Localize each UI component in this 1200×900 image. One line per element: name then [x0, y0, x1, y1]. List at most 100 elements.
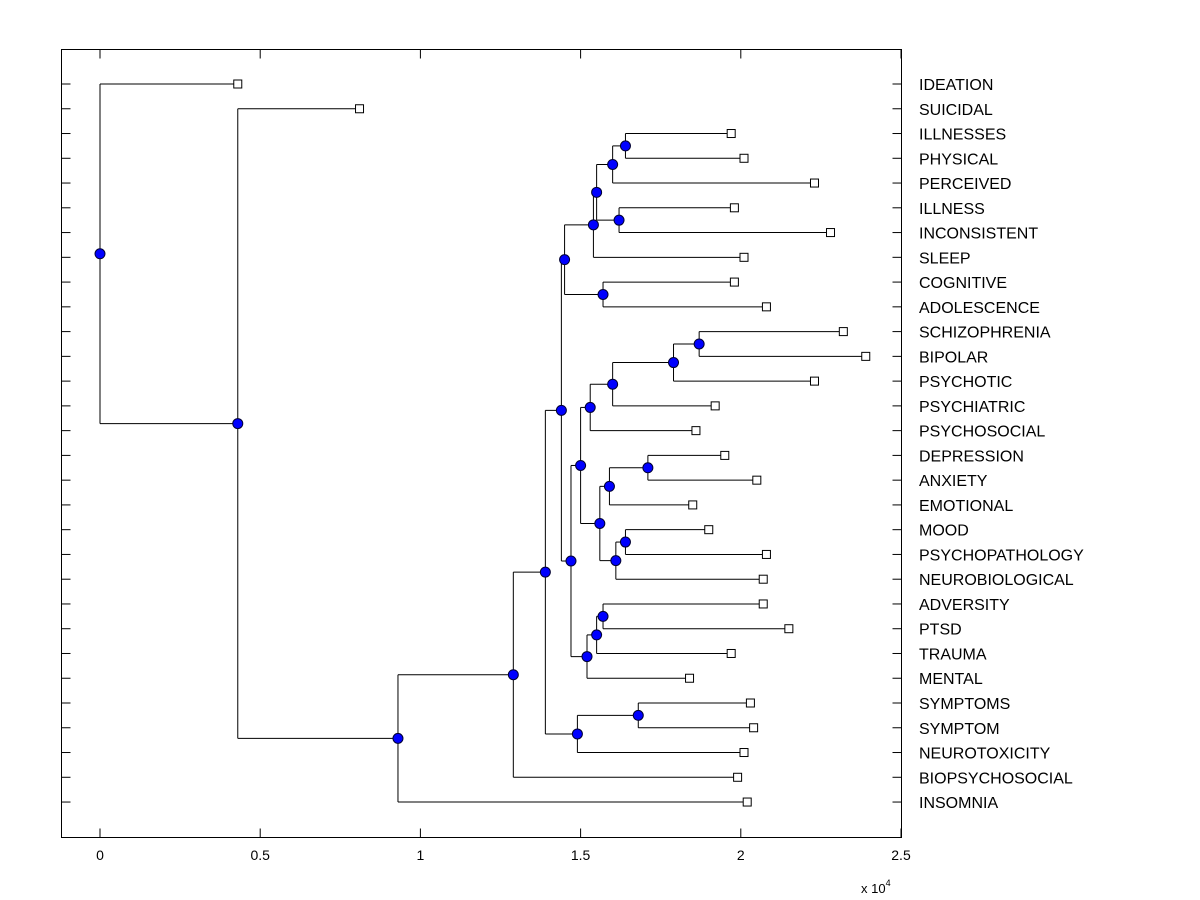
- leaf-label: ADVERSITY: [919, 597, 1010, 614]
- cluster-node-marker: [565, 555, 577, 567]
- leaf-marker: [733, 772, 743, 782]
- leaf-markers: [233, 79, 871, 807]
- leaf-label: BIPOLAR: [919, 349, 988, 366]
- leaf-label: EMOTIONAL: [919, 498, 1013, 515]
- leaf-label: BIOPSYCHOSOCIAL: [919, 770, 1073, 787]
- cluster-node-marker: [619, 140, 631, 152]
- cluster-node-marker: [507, 669, 519, 681]
- cluster-node-marker: [619, 536, 631, 548]
- leaf-marker: [739, 153, 749, 163]
- x-ticks: 0 0.5 1 1.5 2 2.5: [96, 49, 911, 863]
- leaf-label: SCHIZOPHRENIA: [919, 325, 1051, 342]
- leaf-label: SYMPTOM: [919, 721, 1000, 738]
- leaf-marker: [739, 252, 749, 262]
- leaf-label: SUICIDAL: [919, 102, 993, 119]
- leaf-marker: [742, 797, 752, 807]
- leaf-label: NEUROBIOLOGICAL: [919, 572, 1074, 589]
- leaf-marker: [233, 79, 243, 89]
- dendrogram-links: [99, 83, 866, 803]
- leaf-label: TRAUMA: [919, 646, 987, 663]
- leaf-marker: [704, 525, 714, 535]
- leaf-label: SYMPTOMS: [919, 696, 1010, 713]
- cluster-node-marker: [392, 732, 404, 744]
- cluster-node-marker: [632, 709, 644, 721]
- leaf-marker: [761, 302, 771, 312]
- leaf-marker: [739, 748, 749, 758]
- x-tick-label: 2.5: [891, 847, 911, 863]
- leaf-marker: [861, 351, 871, 361]
- leaf-marker: [729, 203, 739, 213]
- leaf-marker: [809, 376, 819, 386]
- leaf-marker: [826, 228, 836, 238]
- leaf-marker: [688, 500, 698, 510]
- cluster-node-marker: [603, 480, 615, 492]
- cluster-node-marker: [575, 459, 587, 471]
- leaf-marker: [685, 673, 695, 683]
- leaf-label: MOOD: [919, 523, 969, 540]
- x-tick-label: 0: [96, 847, 104, 863]
- leaf-label: PSYCHOSOCIAL: [919, 424, 1045, 441]
- leaf-marker: [691, 426, 701, 436]
- leaf-marker: [355, 104, 365, 114]
- cluster-node-marker: [591, 186, 603, 198]
- cluster-node-marker: [587, 219, 599, 231]
- leaf-label: ILLNESSES: [919, 127, 1006, 144]
- leaf-label: ADOLESCENCE: [919, 300, 1040, 317]
- leaf-label: PSYCHOTIC: [919, 374, 1012, 391]
- x-scale-label: x 104: [861, 878, 891, 896]
- cluster-node-marker: [555, 404, 567, 416]
- y-ticks: [61, 83, 902, 803]
- cluster-node-marker: [232, 418, 244, 430]
- leaf-label: PSYCHOPATHOLOGY: [919, 547, 1084, 564]
- leaf-marker: [720, 450, 730, 460]
- leaf-label: ANXIETY: [919, 473, 988, 490]
- axes-frame: [61, 49, 902, 838]
- leaf-marker: [758, 599, 768, 609]
- cluster-node-marker: [668, 357, 680, 369]
- cluster-node-marker: [594, 517, 606, 529]
- cluster-node-marker: [539, 566, 551, 578]
- cluster-node-marker: [94, 248, 106, 260]
- leaf-marker: [726, 648, 736, 658]
- cluster-node-marker: [591, 629, 603, 641]
- leaf-marker: [758, 574, 768, 584]
- leaf-marker: [745, 698, 755, 708]
- leaf-label: ILLNESS: [919, 201, 985, 218]
- leaf-label: PHYSICAL: [919, 151, 998, 168]
- leaf-marker: [726, 129, 736, 139]
- leaf-label: MENTAL: [919, 671, 983, 688]
- leaf-label: NEUROTOXICITY: [919, 746, 1051, 763]
- leaf-label: PERCEIVED: [919, 176, 1011, 193]
- leaf-marker: [761, 549, 771, 559]
- leaf-marker: [729, 277, 739, 287]
- leaf-label: PSYCHIATRIC: [919, 399, 1025, 416]
- x-tick-label: 0.5: [250, 847, 270, 863]
- cluster-node-marker: [571, 728, 583, 740]
- cluster-node-marker: [613, 214, 625, 226]
- leaf-marker: [752, 475, 762, 485]
- x-tick-label: 1: [417, 847, 425, 863]
- x-tick-label: 2: [737, 847, 745, 863]
- leaf-marker: [838, 327, 848, 337]
- leaf-label: PTSD: [919, 622, 962, 639]
- leaf-label: IDEATION: [919, 77, 993, 94]
- cluster-node-marker: [607, 378, 619, 390]
- cluster-node-marker: [642, 462, 654, 474]
- leaf-marker: [809, 178, 819, 188]
- cluster-node-marker: [610, 555, 622, 567]
- leaf-marker: [710, 401, 720, 411]
- leaf-labels: IDEATION SUICIDAL ILLNESSES PHYSICAL PERCEIV…: [919, 77, 1084, 812]
- cluster-node-marker: [584, 401, 596, 413]
- leaf-label: DEPRESSION: [919, 448, 1024, 465]
- cluster-node-marker: [597, 610, 609, 622]
- leaf-label: COGNITIVE: [919, 275, 1007, 292]
- node-markers: [94, 140, 705, 744]
- leaf-label: INSOMNIA: [919, 795, 998, 812]
- leaf-marker: [784, 624, 794, 634]
- leaf-label: INCONSISTENT: [919, 226, 1038, 243]
- cluster-node-marker: [693, 338, 705, 350]
- x-tick-label: 1.5: [571, 847, 591, 863]
- cluster-node-marker: [581, 651, 593, 663]
- cluster-node-marker: [607, 158, 619, 170]
